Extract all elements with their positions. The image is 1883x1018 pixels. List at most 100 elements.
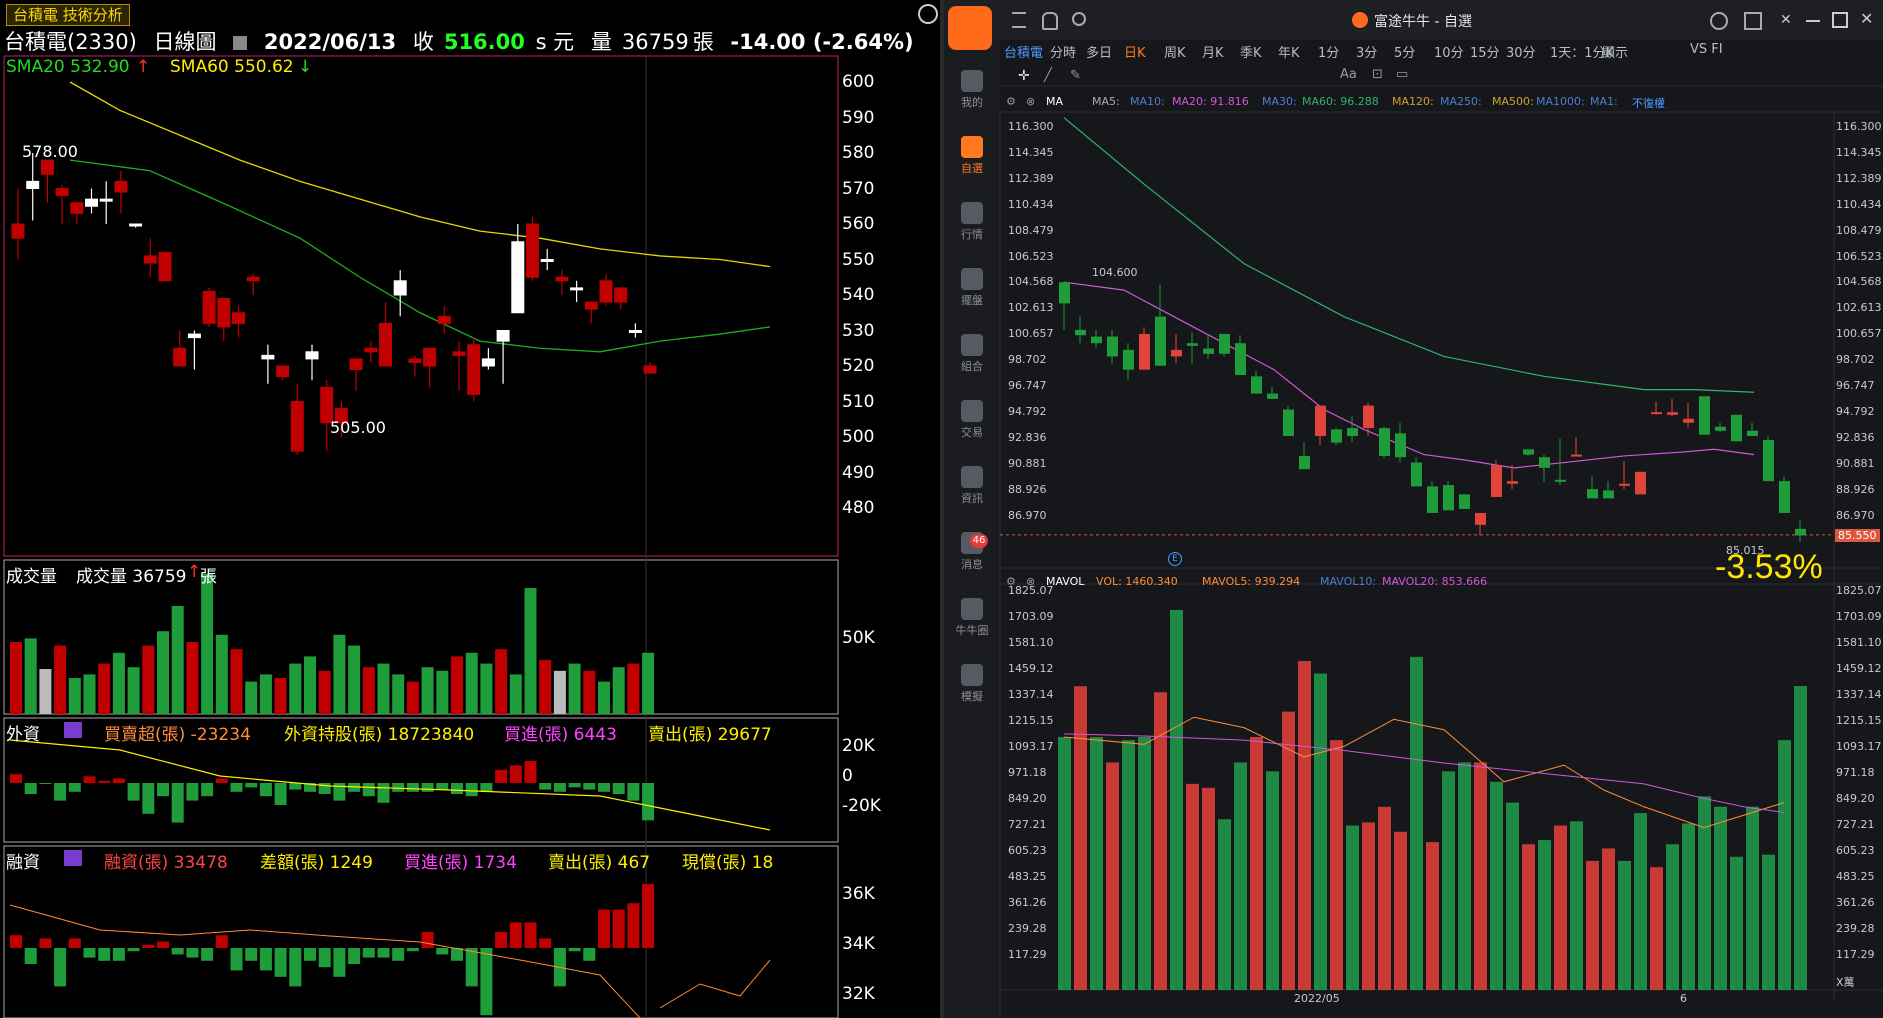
sidebar-item-9[interactable]: 模擬 xyxy=(944,664,1000,704)
line-tool-icon[interactable]: ╱ xyxy=(1044,68,1052,83)
foreign-bar xyxy=(362,783,375,797)
no-adjust-toggle[interactable]: 不復權 xyxy=(1632,97,1665,110)
vol-close-icon[interactable]: ⊗ xyxy=(1026,575,1036,588)
candle-body xyxy=(70,202,84,214)
vol-settings-icon[interactable]: ⚙ xyxy=(1006,575,1016,588)
period-dropdown-icon[interactable] xyxy=(233,36,248,50)
search-icon[interactable] xyxy=(1072,12,1086,26)
shirt-icon[interactable] xyxy=(1744,12,1762,30)
foreign-list-icon[interactable] xyxy=(64,722,82,738)
tab-7[interactable]: 年K xyxy=(1278,46,1300,61)
candle-body-right xyxy=(1635,471,1646,495)
text-tool-icon[interactable]: Aa xyxy=(1340,67,1357,82)
tab-8[interactable]: 1分 xyxy=(1318,46,1340,61)
sidebar-icon xyxy=(961,400,983,422)
volume-bar-right xyxy=(1170,610,1183,990)
candle-body xyxy=(423,347,437,367)
close-ma-icon[interactable]: ⊗ xyxy=(1026,95,1036,108)
trash-icon[interactable]: ▭ xyxy=(1396,67,1409,82)
mavol-label[interactable]: MAVOL xyxy=(1046,575,1085,588)
mavol20-line xyxy=(1063,733,1785,813)
window-close-icon[interactable]: ✕ xyxy=(1860,9,1874,28)
tab-0[interactable]: 台積電 xyxy=(1004,46,1044,61)
margin-bar xyxy=(583,948,596,961)
tab-13[interactable]: 30分 xyxy=(1506,46,1536,61)
margin-bar xyxy=(392,948,405,961)
sidebar-item-label: 組合 xyxy=(961,360,983,373)
price-tick: 560 xyxy=(842,214,875,234)
tab-5[interactable]: 月K xyxy=(1202,46,1224,61)
candle-body xyxy=(276,365,290,378)
settings-icon[interactable]: ⚙ xyxy=(1006,95,1016,108)
period-label[interactable]: 日線圖 xyxy=(153,30,217,54)
candle-body-right xyxy=(1475,512,1486,525)
ma30-label: MA30: xyxy=(1262,95,1297,108)
crosshair-icon[interactable]: ✛ xyxy=(1018,68,1030,84)
candle-body-right xyxy=(1331,429,1342,443)
foreign-bar xyxy=(83,776,96,783)
ma-label[interactable]: MA xyxy=(1046,95,1064,108)
pen-tool-icon[interactable]: ✎ xyxy=(1070,68,1081,83)
candle-body-right xyxy=(1555,479,1566,482)
tab-11[interactable]: 10分 xyxy=(1434,46,1464,61)
vol-tick-left: 1825.07 xyxy=(1008,584,1054,597)
sidebar-item-5[interactable]: 交易 xyxy=(944,400,1000,440)
margin-list-icon[interactable] xyxy=(64,850,82,866)
price-tick-right: 112.389 xyxy=(1836,171,1882,185)
margin-bar xyxy=(642,884,655,948)
vol-tick-left: 1215.15 xyxy=(1008,714,1054,727)
zoom-icon[interactable] xyxy=(918,4,938,24)
tab-3[interactable]: 日K xyxy=(1124,46,1146,61)
avatar[interactable] xyxy=(948,6,992,50)
sidebar-item-3[interactable]: 擺盤 xyxy=(944,268,1000,308)
tab-4[interactable]: 周K xyxy=(1164,46,1186,61)
tab-2[interactable]: 多日 xyxy=(1086,46,1113,61)
sidebar-item-0[interactable]: 我的 xyxy=(944,70,1000,110)
menu-icon[interactable] xyxy=(1012,12,1026,28)
foreign-panel-title: 外資 xyxy=(6,725,40,745)
tab-10[interactable]: 5分 xyxy=(1394,46,1416,61)
vol-tick-right: 971.18 xyxy=(1836,766,1875,779)
app-logo-icon xyxy=(1352,12,1368,28)
bell-icon[interactable] xyxy=(1042,12,1058,30)
volume-bar-right xyxy=(1746,806,1759,990)
price-tick-left: 96.747 xyxy=(1008,379,1047,392)
sidebar-item-6[interactable]: 資訊 xyxy=(944,466,1000,506)
sidebar-item-8[interactable]: 牛牛圈 xyxy=(944,598,1000,638)
tab-9[interactable]: 3分 xyxy=(1356,46,1378,61)
tab-14[interactable]: 1天：1分K xyxy=(1550,46,1615,61)
volume-bar-right xyxy=(1698,796,1711,990)
lock-icon[interactable]: ⊡ xyxy=(1372,67,1383,82)
foreign-bar xyxy=(406,783,419,792)
tab-technical-analysis[interactable]: 台積電 技術分析 xyxy=(6,4,130,26)
minimize-icon[interactable]: ✕ xyxy=(1780,12,1792,28)
sidebar-item-4[interactable]: 組合 xyxy=(944,334,1000,374)
candle-body-right xyxy=(1619,483,1630,486)
candle-body-right xyxy=(1123,349,1134,370)
candle-body-right xyxy=(1187,343,1198,346)
window-min-icon[interactable] xyxy=(1806,20,1820,22)
margin-bar xyxy=(421,932,434,948)
tab-1[interactable]: 分時 xyxy=(1050,46,1077,61)
headset-icon[interactable] xyxy=(1710,12,1728,30)
tab-16[interactable]: VS FI xyxy=(1690,42,1723,57)
vol-tick-left: 971.18 xyxy=(1008,766,1047,779)
tab-15[interactable]: 顯示 xyxy=(1602,46,1629,61)
tab-6[interactable]: 季K xyxy=(1240,46,1262,61)
sidebar-item-2[interactable]: 行情 xyxy=(944,202,1000,242)
candle-body-right xyxy=(1219,333,1230,354)
volume-axis-label: 50K xyxy=(842,628,875,648)
window-max-icon[interactable] xyxy=(1832,12,1848,28)
foreign-bar xyxy=(642,783,655,821)
price-tick-right: 88.926 xyxy=(1836,482,1875,496)
tab-12[interactable]: 15分 xyxy=(1470,46,1500,61)
sidebar-item-1[interactable]: 自選 xyxy=(944,136,1000,176)
volume-bar xyxy=(230,649,243,714)
vol-tick-right: 1459.12 xyxy=(1836,662,1882,675)
e-marker-icon[interactable]: E xyxy=(1168,552,1182,566)
foreign-bar xyxy=(98,780,111,783)
foreign-bar xyxy=(10,774,22,783)
volume-bar-right xyxy=(1570,821,1583,990)
window-divider xyxy=(940,0,944,1018)
volume-bar-right xyxy=(1586,860,1599,990)
